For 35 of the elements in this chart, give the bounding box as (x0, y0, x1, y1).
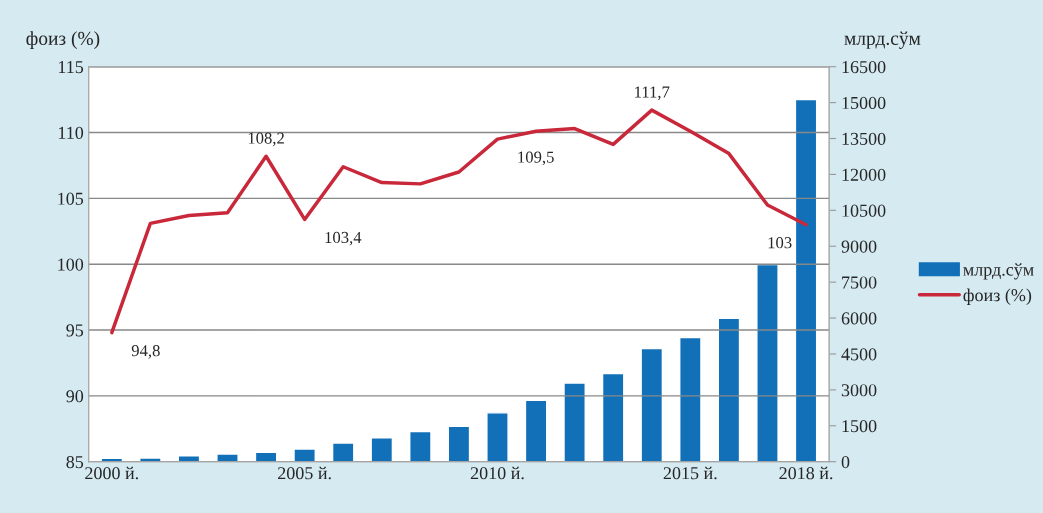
data-label: 103,4 (325, 231, 362, 246)
y2-tick-label: 16500 (842, 60, 886, 74)
y-tick-label: 110 (58, 126, 84, 139)
data-label: 109,5 (518, 151, 554, 166)
x-tick-label: 2000 й. (85, 466, 139, 480)
x-tick-label: 2005 й. (278, 466, 331, 480)
x-tick-label: 2010 й. (470, 466, 524, 480)
y2-tick-label: 1500 (842, 420, 877, 433)
y2-tick-label: 7500 (842, 276, 877, 289)
data-label: 111,7 (635, 86, 670, 101)
y2-tick-label: 4500 (841, 348, 877, 361)
y-tick-label: 95 (66, 324, 84, 337)
y-tick-label: 105 (58, 192, 84, 205)
y-axis-title: фоиз (%) (26, 31, 100, 49)
x-tick-label: 2015 й. (663, 466, 717, 480)
x-tick-label: 2018 й. (779, 466, 833, 480)
y2-tick-label: 15000 (842, 96, 886, 110)
y2-tick-label: 12000 (842, 168, 886, 181)
data-label: 103 (768, 237, 792, 249)
y-tick-label: 85 (66, 455, 84, 469)
y-tick-label: 115 (58, 61, 84, 74)
y-tick-label: 90 (66, 390, 84, 403)
y-tick-label: 100 (58, 258, 84, 271)
line-series (110, 108, 808, 335)
y2-tick-label: 13500 (842, 132, 886, 145)
legend-label: млрд.сўм (963, 263, 1034, 280)
y2-tick-label: 6000 (841, 312, 877, 325)
y2-axis-title: млрд.сўм (844, 31, 921, 49)
y2-tick-label: 0 (841, 455, 850, 469)
y2-tick-label: 9000 (841, 240, 877, 253)
data-label: 108,2 (248, 132, 284, 147)
y2-tick-label: 10500 (842, 204, 886, 217)
y2-tick-label: 3000 (841, 384, 877, 397)
legend-label: фоиз (%) (963, 288, 1032, 305)
data-label: 94,8 (131, 345, 160, 359)
